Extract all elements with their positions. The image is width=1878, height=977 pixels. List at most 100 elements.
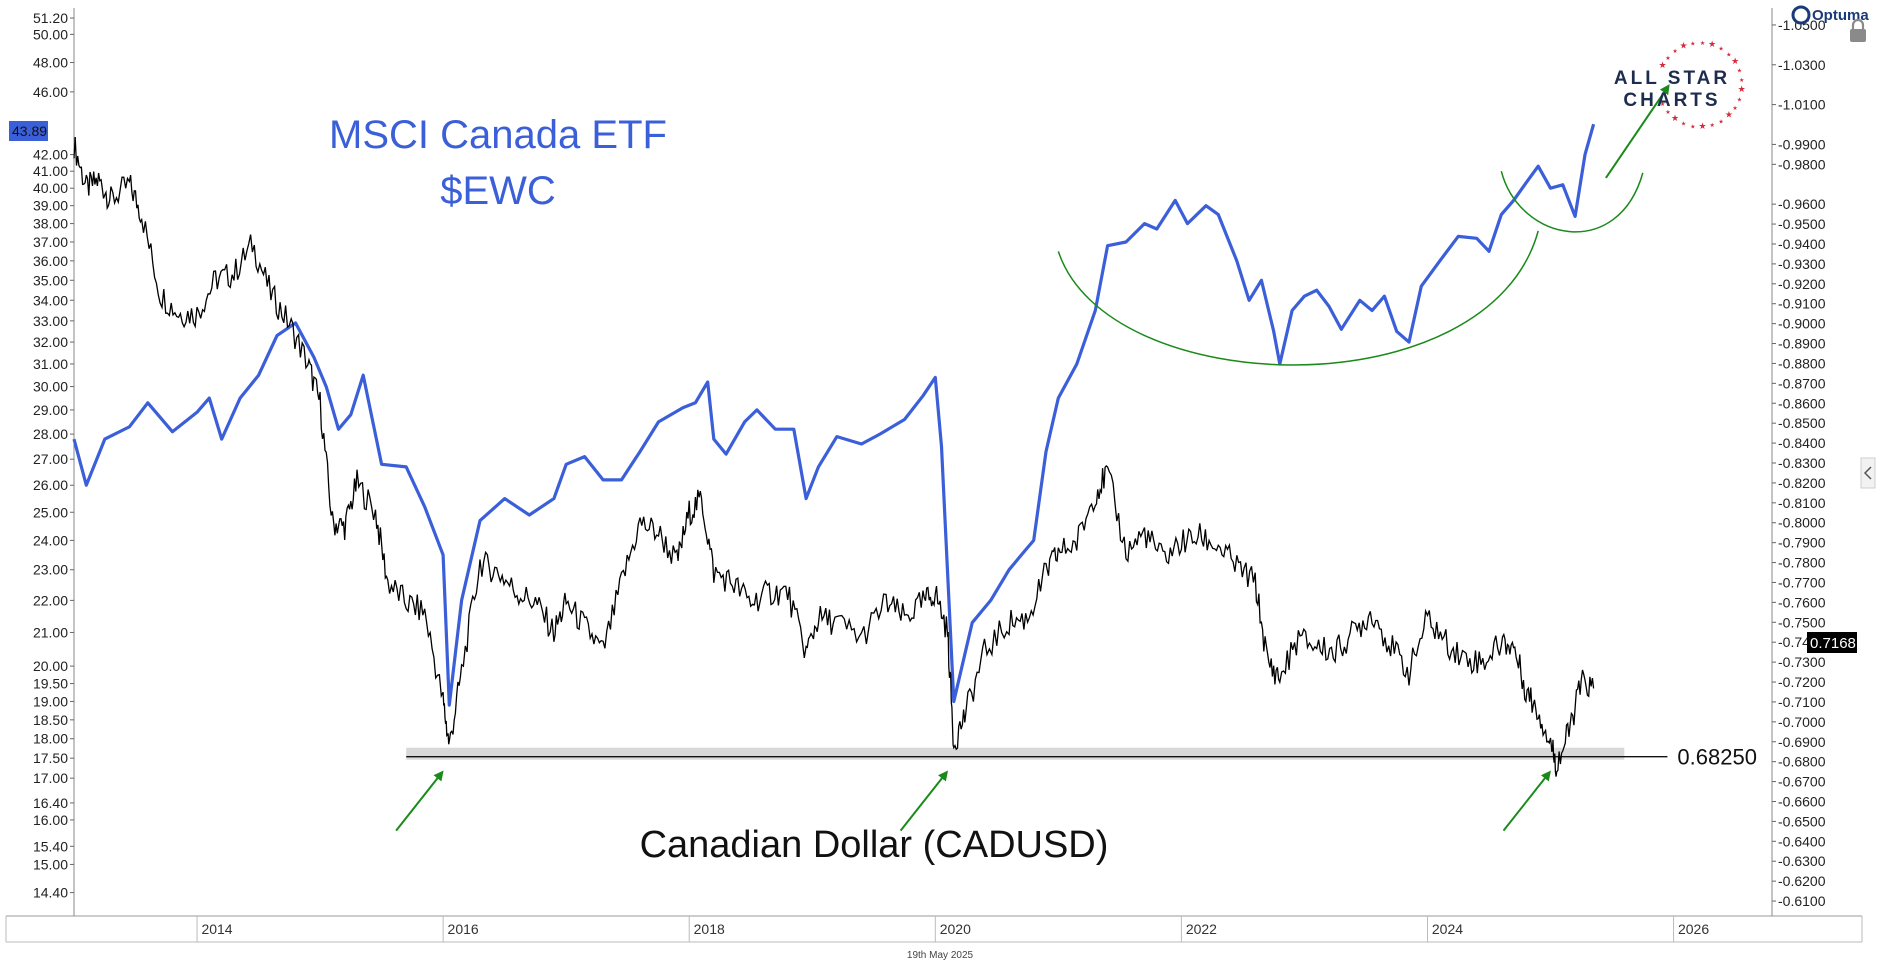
right-tick-label: -0.9100 — [1778, 296, 1826, 312]
logo-star: ★ — [1699, 121, 1707, 131]
right-tick-label: -0.6200 — [1778, 873, 1826, 889]
left-tick-label: 37.00 — [33, 234, 68, 250]
left-tick-label: 18.00 — [33, 731, 68, 747]
logo-star: ★ — [1708, 39, 1716, 49]
x-tick-label: 2024 — [1432, 921, 1463, 937]
ewc-title-line1: MSCI Canada ETF — [329, 113, 667, 157]
right-tick-label: -0.6900 — [1778, 734, 1826, 750]
logo-star: ★ — [1737, 96, 1742, 103]
x-tick-label: 2016 — [448, 921, 479, 937]
logo-star: ★ — [1709, 122, 1714, 129]
footer-date: 19th May 2025 — [907, 950, 974, 961]
right-tick-label: -0.6600 — [1778, 793, 1826, 809]
logo-star: ★ — [1690, 41, 1695, 48]
x-tick-label: 2026 — [1678, 921, 1709, 937]
right-tick-label: -0.7100 — [1778, 694, 1826, 710]
right-tick-label: -0.8300 — [1778, 455, 1826, 471]
right-y-axis: -1.0500-1.0300-1.0100-0.9900-0.9800-0.96… — [1772, 17, 1826, 909]
right-tick-label: -0.8800 — [1778, 355, 1826, 371]
right-tick-label: -0.6700 — [1778, 774, 1826, 790]
right-tick-label: -0.8100 — [1778, 495, 1826, 511]
right-tick-label: -0.6300 — [1778, 853, 1826, 869]
left-tick-label: 22.00 — [33, 592, 68, 608]
right-tick-label: -0.7700 — [1778, 574, 1826, 590]
cad-value-badge: 0.7168 — [1807, 632, 1857, 653]
left-tick-label: 25.00 — [33, 504, 68, 520]
left-tick-label: 16.00 — [33, 812, 68, 828]
logo-star: ★ — [1679, 40, 1687, 50]
right-tick-label: -0.9600 — [1778, 196, 1826, 212]
logo-star: ★ — [1738, 84, 1746, 94]
left-tick-label: 30.00 — [33, 379, 68, 395]
ewc-value-text: 43.89 — [12, 123, 47, 139]
right-tick-label: -0.8900 — [1778, 336, 1826, 352]
ewc-title-line2: $EWC — [440, 169, 556, 213]
left-tick-label: 51.20 — [33, 10, 68, 26]
x-tick-label: 2014 — [201, 921, 232, 937]
left-tick-label: 21.00 — [33, 624, 68, 640]
logo-star: ★ — [1681, 121, 1686, 128]
optuma-logo-icon — [1793, 7, 1809, 23]
left-tick-label: 46.00 — [33, 84, 68, 100]
left-tick-label: 35.00 — [33, 272, 68, 288]
logo-star: ★ — [1671, 113, 1679, 123]
right-tick-label: -0.9500 — [1778, 216, 1826, 232]
logo-star: ★ — [1700, 40, 1705, 47]
right-tick-label: -0.6100 — [1778, 893, 1826, 909]
left-tick-label: 15.00 — [33, 856, 68, 872]
logo-star: ★ — [1672, 48, 1677, 55]
right-tick-label: -0.9300 — [1778, 256, 1826, 272]
right-tick-label: -0.6800 — [1778, 754, 1826, 770]
right-tick-label: -1.0300 — [1778, 57, 1826, 73]
right-tick-label: -1.0100 — [1778, 97, 1826, 113]
logo-star: ★ — [1718, 46, 1723, 53]
right-tick-label: -0.9900 — [1778, 136, 1826, 152]
cad-title: Canadian Dollar (CADUSD) — [640, 824, 1109, 866]
left-tick-label: 41.00 — [33, 163, 68, 179]
x-tick-label: 2022 — [1186, 921, 1217, 937]
left-tick-label: 42.00 — [33, 147, 68, 163]
left-tick-label: 33.00 — [33, 313, 68, 329]
left-tick-label: 29.00 — [33, 402, 68, 418]
right-tick-label: -0.7800 — [1778, 555, 1826, 571]
right-tick-label: -0.8000 — [1778, 515, 1826, 531]
right-tick-label: -0.9800 — [1778, 156, 1826, 172]
right-tick-label: -0.7500 — [1778, 614, 1826, 630]
left-tick-label: 32.00 — [33, 334, 68, 350]
left-tick-label: 19.00 — [33, 693, 68, 709]
left-tick-label: 16.40 — [33, 795, 68, 811]
logo-star: ★ — [1725, 109, 1733, 119]
left-tick-label: 18.50 — [33, 712, 68, 728]
left-tick-label: 23.00 — [33, 562, 68, 578]
x-tick-label: 2020 — [940, 921, 971, 937]
left-tick-label: 36.00 — [33, 253, 68, 269]
logo-star: ★ — [1690, 123, 1695, 130]
left-tick-label: 48.00 — [33, 55, 68, 71]
support-band — [406, 748, 1624, 760]
logo-star: ★ — [1665, 55, 1670, 62]
right-tick-label: -0.7900 — [1778, 535, 1826, 551]
left-tick-label: 39.00 — [33, 198, 68, 214]
left-tick-label: 17.00 — [33, 770, 68, 786]
logo-star: ★ — [1732, 105, 1737, 112]
left-tick-label: 28.00 — [33, 426, 68, 442]
left-tick-label: 27.00 — [33, 451, 68, 467]
right-tick-label: -0.7000 — [1778, 714, 1826, 730]
left-tick-label: 50.00 — [33, 26, 68, 42]
cad-value-text: 0.7168 — [1810, 635, 1856, 652]
ewc-value-badge: 43.89 — [9, 121, 48, 141]
right-tick-label: -0.8700 — [1778, 375, 1826, 391]
left-tick-label: 20.00 — [33, 658, 68, 674]
right-tick-label: -0.7200 — [1778, 674, 1826, 690]
left-tick-label: 24.00 — [33, 532, 68, 548]
left-tick-label: 40.00 — [33, 180, 68, 196]
right-tick-label: -0.6500 — [1778, 813, 1826, 829]
logo-line1: ALL STAR — [1614, 68, 1730, 89]
left-tick-label: 17.50 — [33, 750, 68, 766]
collapse-arrow-icon[interactable] — [1861, 458, 1875, 488]
left-tick-label: 14.40 — [33, 885, 68, 901]
right-tick-label: -0.9200 — [1778, 276, 1826, 292]
right-tick-label: -0.7300 — [1778, 654, 1826, 670]
logo-line2: CHARTS — [1623, 90, 1720, 111]
